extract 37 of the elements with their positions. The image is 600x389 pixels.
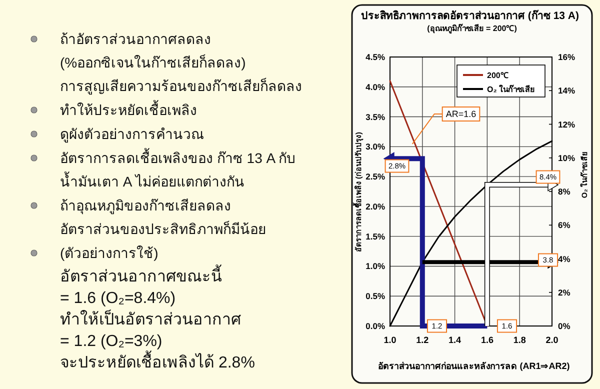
text: อัตราการลดเชื้อเพลิงของ ก๊าซ 13 A กับ น้ำมันเตา A ไม่ค่อยแตกต่างกัน (60, 148, 296, 190)
y-tick-label: 2.5% (366, 172, 386, 182)
y-tick-label: 1.5% (366, 231, 386, 242)
text: (ตัวอย่างการใช้) อัตราส่วนอากาศขณะนี้ = 1.6 (O₂=8.4%) ทำให้เป็นอัตราส่วนอากาศ = 1.2 (O₂=3%) จะประหยัดเชื้อเพลิงได้ 2.8% (60, 245, 255, 372)
text: ดูผังตัวอย่างการคำนวณ (60, 126, 204, 143)
legend-label: 200℃ (487, 71, 508, 80)
y-tick-label: 0.5% (366, 291, 386, 302)
text: ถ้าอัตราส่วนอากาศลดลง (%ออกซิเจนในก๊าซเสียก็ลดลง) การสูญเสียความร้อนของก๊าซเสียก็ลดลง (60, 31, 302, 95)
y2-tick-label: 2% (558, 287, 571, 298)
annotation: AR=1.6 (446, 109, 476, 120)
y-tick-label: 0.0% (366, 321, 386, 331)
y-tick-label: 3.0% (366, 142, 386, 152)
y-tick-label: 4.0% (366, 82, 386, 92)
x-tick-label: 1.6 (480, 335, 494, 345)
y2-tick-label: 0% (558, 321, 571, 331)
y2-tick-label: 16% (558, 52, 576, 62)
chart-subtitle: (อุณหภูมิก๊าซเสีย = 200℃) (427, 23, 518, 34)
text: ถ้าอุณหภูมิของก๊าซเสียลดลง อัตราส่วนของประสิทธิภาพก็มีน้อย (60, 198, 266, 237)
y-tick-label: 3.5% (366, 112, 386, 122)
y-tick-label: 2.0% (366, 201, 386, 212)
y2-tick-label: 10% (558, 152, 576, 163)
y2-tick-label: 4% (558, 254, 571, 264)
text: ทำให้ประหยัดเชื้อเพลิง (60, 100, 197, 118)
legend-label: O₂ ในก๊าซเสีย (487, 84, 535, 94)
x-axis-title: อัตราส่วนอากาศก่อนและหลังการลด (AR1⇒AR2) (378, 361, 570, 371)
chart-title: ประสิทธิภาพการลดอัตราส่วนอากาศ (ก๊าซ 13 A) (360, 9, 580, 22)
y-tick-label: 4.5% (366, 52, 386, 62)
y2-tick-label: 6% (558, 220, 571, 230)
y-tick-label: 1.0% (366, 261, 386, 272)
y2-tick-label: 12% (558, 119, 576, 130)
x-tick-label: 1.2 (416, 335, 429, 345)
x-tick-label: 2.0 (546, 335, 558, 345)
x-tick-label: 1.0 (384, 335, 396, 345)
x-tick-label: 1.8 (513, 335, 526, 345)
x-tick-label: 1.4 (448, 335, 462, 345)
y2-tick-label: 8% (558, 186, 571, 196)
y2-tick-label: 14% (558, 86, 576, 96)
